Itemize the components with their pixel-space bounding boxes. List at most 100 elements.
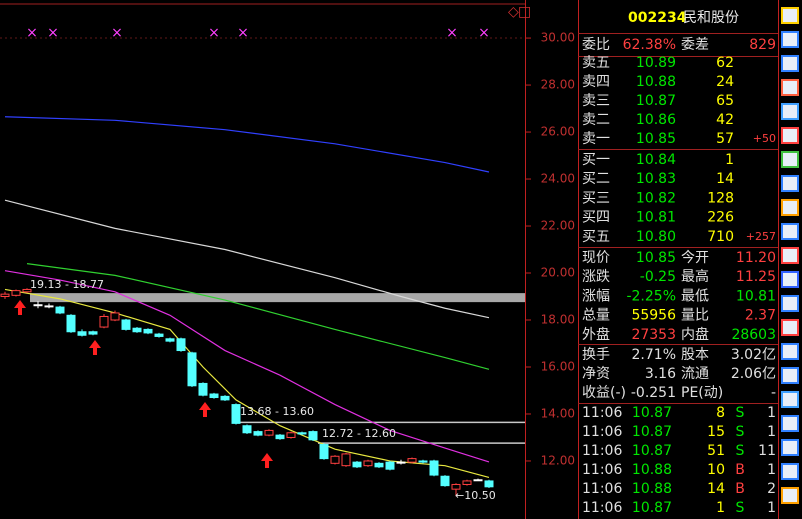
candle-body — [396, 461, 406, 464]
price: 10.83 — [636, 171, 676, 187]
toolbar-icon[interactable] — [781, 247, 799, 264]
label: 现价 — [582, 250, 610, 266]
candle-body — [330, 455, 340, 464]
toolbar-icon[interactable] — [781, 487, 799, 504]
signal-marker: × — [47, 25, 59, 41]
candle-body — [22, 288, 32, 293]
price: 10.86 — [636, 112, 676, 128]
candle-body — [352, 461, 362, 468]
label: 总量 — [582, 308, 610, 324]
buy-arrow — [261, 453, 273, 468]
moving-average — [4, 199, 490, 319]
marker-icon[interactable]: ◇ — [508, 4, 519, 20]
label: 今开 — [681, 250, 709, 266]
level-label: 卖五 — [582, 55, 610, 71]
candle-body — [55, 306, 65, 314]
toolbar-icon[interactable] — [781, 391, 799, 408]
value: 2.37 — [745, 308, 776, 324]
marker-icon[interactable]: □ — [518, 4, 531, 20]
volume: 1 — [725, 152, 734, 168]
toolbar-icon[interactable] — [781, 415, 799, 432]
price-label: 22.00 — [541, 219, 575, 233]
value: 3.16 — [645, 366, 676, 382]
signal-marker: × — [446, 25, 458, 41]
value: -0.25 — [640, 269, 676, 285]
toolbar-icon[interactable] — [781, 199, 799, 216]
price-annotation: 13.68 - 13.60 — [240, 405, 314, 418]
value: 10.85 — [636, 250, 676, 266]
side: S — [736, 405, 745, 421]
toolbar-icon[interactable] — [781, 175, 799, 192]
price: 10.87 — [632, 405, 672, 421]
count: 1 — [767, 424, 776, 440]
volume: 62 — [716, 55, 734, 71]
toolbar-icon[interactable] — [781, 79, 799, 96]
label: 换手 — [582, 346, 610, 363]
label: 外盘 — [582, 326, 610, 343]
value: 11.20 — [736, 250, 776, 266]
volume: 710 — [707, 229, 734, 245]
count: 1 — [767, 500, 776, 516]
signal-marker: × — [237, 25, 249, 41]
side: B — [735, 481, 745, 497]
candle-body — [374, 462, 384, 468]
toolbar-icon[interactable] — [781, 103, 799, 120]
toolbar-icon[interactable] — [781, 439, 799, 456]
toolbar-icon[interactable] — [781, 31, 799, 48]
signal-marker: × — [478, 25, 490, 41]
candle-body — [176, 338, 186, 352]
price-label: 16.00 — [541, 359, 575, 373]
price-label: 12.00 — [541, 453, 575, 467]
price: 10.84 — [636, 152, 676, 168]
count: 11 — [758, 443, 776, 459]
volume: 51 — [707, 443, 725, 459]
candle-body — [209, 393, 219, 399]
buy-arrow — [199, 402, 211, 417]
time: 11:06 — [582, 443, 622, 459]
volume: 10 — [707, 462, 725, 478]
time: 11:06 — [582, 424, 622, 440]
toolbar-icon[interactable] — [781, 367, 799, 384]
moving-average — [4, 116, 490, 173]
level-label: 买四 — [582, 210, 610, 226]
value: 11.25 — [736, 269, 776, 285]
price: 10.88 — [636, 74, 676, 90]
price-label: 14.00 — [541, 406, 575, 420]
label: 委比 — [582, 37, 610, 53]
time: 11:06 — [582, 405, 622, 421]
toolbar-icon[interactable] — [781, 343, 799, 360]
toolbar-icon[interactable] — [781, 127, 799, 144]
price-label: 26.00 — [541, 125, 575, 139]
level-label: 卖二 — [582, 112, 610, 128]
signal-marker: × — [111, 25, 123, 41]
price: 10.85 — [636, 131, 676, 147]
value: 829 — [749, 37, 776, 53]
count: 1 — [767, 462, 776, 478]
candle-body — [264, 429, 274, 436]
candle-body — [473, 479, 483, 482]
toolbar-icon[interactable] — [781, 223, 799, 240]
candle-body — [0, 293, 10, 298]
candle-body — [77, 331, 87, 336]
count: 2 — [767, 481, 776, 497]
candle-body — [220, 395, 230, 401]
toolbar-icon[interactable] — [781, 295, 799, 312]
price-annotation: 12.72 - 12.60 — [322, 427, 396, 440]
time: 11:06 — [582, 500, 622, 516]
candle-body — [44, 305, 54, 308]
candle-body — [385, 461, 395, 470]
toolbar-icon[interactable] — [781, 463, 799, 480]
toolbar-icon[interactable] — [781, 55, 799, 72]
toolbar-icon[interactable] — [781, 7, 799, 24]
candle-body — [462, 480, 472, 485]
change: +257 — [746, 230, 776, 243]
toolbar-icon[interactable] — [781, 271, 799, 288]
stock-name: 民和股份 — [683, 10, 739, 26]
toolbar-icon[interactable] — [781, 319, 799, 336]
toolbar-icon[interactable] — [781, 151, 799, 168]
label: 涨跌 — [582, 269, 610, 285]
label: PE(动) — [681, 385, 723, 401]
candle-body — [110, 312, 120, 321]
